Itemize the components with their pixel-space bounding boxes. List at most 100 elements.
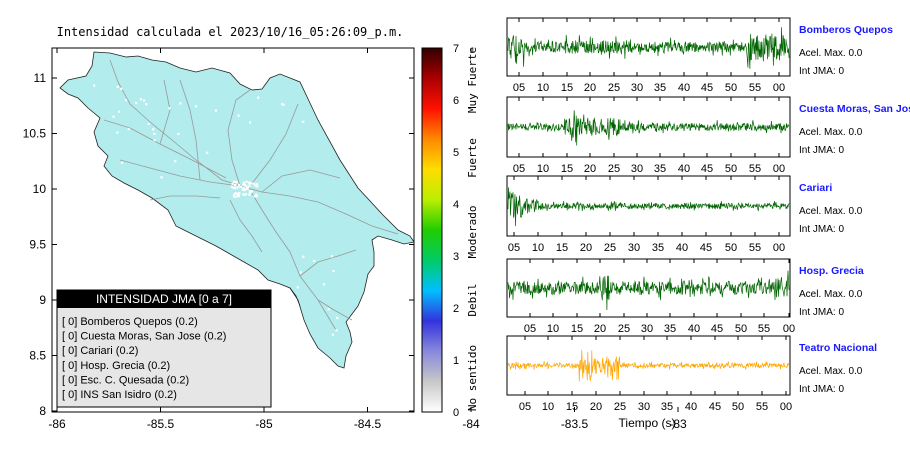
waveform-xtick-label: 55 — [756, 401, 768, 413]
waveform-xtick-label: 35 — [652, 242, 664, 254]
colorbar-label: Moderado — [466, 206, 479, 259]
city-marker — [296, 286, 299, 289]
city-marker — [255, 193, 258, 196]
city-marker — [237, 195, 241, 198]
waveform-xtick-label: 45 — [711, 323, 723, 335]
city-marker — [194, 105, 198, 108]
int-jma-label: Int JMA: 0 — [799, 384, 844, 395]
waveform-xtick-label: 10 — [547, 323, 559, 335]
map-ytick-label: 11 — [34, 71, 47, 85]
city-marker — [177, 132, 180, 136]
city-marker — [237, 114, 240, 117]
waveform-xtick-label: 00 — [780, 401, 792, 413]
map-ytick-label: 9.5 — [29, 238, 46, 252]
legend-item: [ 0] Cariari (0.2) — [62, 345, 138, 357]
int-jma-label: Int JMA: 0 — [799, 224, 844, 235]
city-marker — [332, 269, 335, 273]
map-legend: INTENSIDAD JMA [0 a 7] [ 0] Bomberos Que… — [56, 289, 272, 408]
costa-rica-land — [59, 51, 415, 369]
waveform-xtick-label: 15 — [561, 82, 573, 94]
waveform-xtick-label: 40 — [688, 323, 700, 335]
waveform-xtick-label: 15 — [561, 163, 573, 175]
city-marker — [152, 128, 155, 131]
waveform-trace — [507, 270, 790, 311]
city-marker — [331, 333, 335, 336]
map-xtick-label: -85.5 — [147, 417, 175, 431]
legend-header: INTENSIDAD JMA [0 a 7] — [96, 292, 232, 306]
city-marker — [120, 87, 123, 90]
city-marker — [245, 185, 248, 188]
city-marker — [233, 195, 236, 198]
city-marker — [257, 96, 260, 99]
accel-max-label: Acel. Max. 0.0 — [799, 127, 863, 138]
waveform-xtick-label: 25 — [604, 242, 616, 254]
city-marker — [116, 85, 119, 89]
station-name: Cariari — [799, 182, 832, 194]
map-title: Intensidad calculada el 2023/10/16_05:26… — [57, 25, 404, 39]
waveform-xtick-label: 35 — [654, 82, 666, 94]
city-marker — [244, 193, 248, 196]
city-marker — [127, 127, 130, 131]
city-marker — [153, 139, 156, 142]
colorbar-label: Muy Fuerte — [466, 47, 479, 113]
city-marker — [174, 160, 177, 163]
time-axis-label: Tiempo (s) — [619, 416, 676, 430]
city-marker — [112, 115, 115, 118]
legend-item: [ 0] Cuesta Moras, San Jose (0.2) — [62, 331, 226, 343]
city-marker — [282, 103, 285, 106]
colorbar-tick: 4 — [453, 199, 459, 211]
waveform-xtick-label: 20 — [584, 82, 596, 94]
city-marker — [145, 103, 148, 106]
map-axes: -86 -85.5 -85 -84.5 -84 -83.5 -831110.5109.598… — [23, 48, 687, 431]
waveform-xtick-label: 30 — [641, 323, 653, 335]
city-marker — [256, 185, 259, 188]
waveform-xtick-label: 45 — [709, 401, 721, 413]
waveform-xtick-label: 50 — [735, 323, 747, 335]
city-marker — [234, 192, 237, 195]
legend-item: [ 0] Bomberos Quepos (0.2) — [62, 316, 198, 328]
waveform-xtick-label: 55 — [749, 242, 761, 254]
waveform-xtick-label: 40 — [685, 401, 697, 413]
waveform-xtick-label: 30 — [631, 82, 643, 94]
waveform-xtick-label: 00 — [773, 163, 785, 175]
city-marker — [330, 255, 334, 258]
city-marker — [233, 187, 237, 190]
waveform-xtick-label: 10 — [537, 163, 549, 175]
waveform-xtick-label: 45 — [701, 163, 713, 175]
waveform-xtick-label: 40 — [676, 242, 688, 254]
legend-header-bar — [57, 290, 271, 308]
city-marker — [147, 122, 150, 126]
osa-peninsula — [289, 287, 301, 307]
city-marker — [256, 183, 259, 186]
map-panel: -86 -85.5 -85 -84.5 -84 -83.5 -831110.5109.598… — [23, 47, 687, 431]
waveform-xtick-label: 50 — [725, 82, 737, 94]
waveform-xtick-label: 10 — [532, 242, 544, 254]
waveform-xtick-label: 40 — [678, 163, 690, 175]
map-ytick-label: 9 — [39, 293, 46, 307]
city-marker — [214, 109, 218, 112]
waveform-xtick-label: 00 — [783, 323, 795, 335]
colorbar-tick: 5 — [453, 147, 459, 159]
city-marker — [254, 184, 257, 187]
waveform-xtick-label: 15 — [556, 242, 568, 254]
waveform-xtick-label: 50 — [732, 401, 744, 413]
city-marker — [231, 182, 234, 185]
waveform-xtick-label: 10 — [537, 82, 549, 94]
city-marker — [249, 191, 252, 194]
city-marker — [235, 180, 238, 184]
city-marker — [234, 183, 237, 186]
map-ytick-label: 8.5 — [29, 349, 46, 363]
city-marker — [135, 101, 138, 105]
map-xtick-label: -83 — [669, 417, 687, 431]
waveform-panel: 05 10 15 20 25 30 35 40 45 50 55 00 Cariari Acel. Max… — [506, 175, 863, 254]
city-marker — [248, 181, 251, 184]
intensity-colorbar: 7 6 5 4 3 2 1 0 Muy Fuerte Fuerte Moderado Debil No… — [421, 43, 479, 419]
waveform-xtick-label: 55 — [758, 323, 770, 335]
city-marker — [249, 121, 252, 124]
waveform-trace — [507, 187, 790, 227]
int-jma-label: Int JMA: 0 — [799, 145, 844, 156]
waveform-panel: 05 10 15 20 25 30 35 40 45 50 55 00 Bomberos Quepos A… — [506, 17, 893, 94]
city-marker — [242, 181, 245, 184]
waveform-trace — [507, 349, 790, 382]
int-jma-label: Int JMA: 0 — [799, 66, 844, 77]
